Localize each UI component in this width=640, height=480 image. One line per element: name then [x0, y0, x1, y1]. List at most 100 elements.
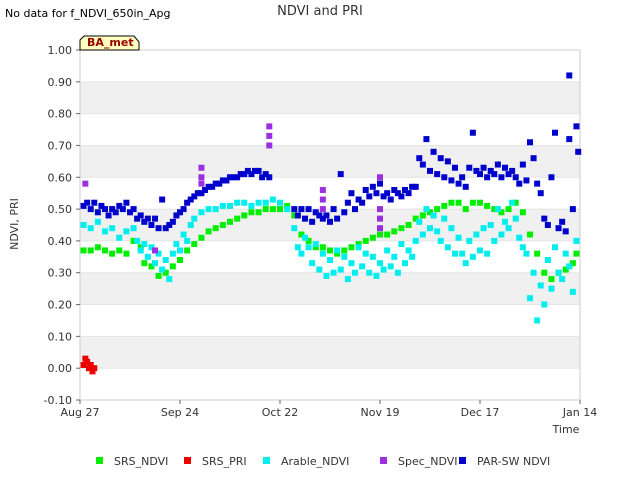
- point-arable-ndvi: [159, 266, 166, 273]
- point-par-sw-ndvi: [162, 225, 169, 232]
- point-srs-ndvi: [355, 241, 362, 248]
- point-arable-ndvi: [355, 244, 362, 251]
- point-par-sw-ndvi: [234, 174, 241, 181]
- x-tick-label: Aug 27: [61, 406, 100, 419]
- point-srs-ndvi: [87, 247, 94, 254]
- point-arable-ndvi: [491, 237, 498, 244]
- point-par-sw-ndvi: [516, 180, 523, 187]
- point-srs-ndvi: [277, 206, 283, 213]
- point-arable-ndvi: [473, 231, 480, 238]
- point-par-sw-ndvi: [91, 199, 98, 206]
- point-par-sw-ndvi: [119, 206, 126, 213]
- point-arable-ndvi: [337, 266, 344, 273]
- point-srs-pri: [89, 368, 96, 375]
- point-par-sw-ndvi: [298, 206, 305, 213]
- point-spec-ndvi: [377, 206, 383, 213]
- point-par-sw-ndvi: [184, 199, 191, 206]
- point-srs-ndvi: [162, 269, 169, 276]
- point-par-sw-ndvi: [455, 180, 462, 187]
- point-par-sw-ndvi: [412, 183, 419, 190]
- point-par-sw-ndvi: [316, 212, 323, 219]
- point-arable-ndvi: [130, 225, 137, 232]
- point-srs-ndvi: [573, 250, 580, 257]
- point-par-sw-ndvi: [505, 171, 512, 178]
- point-par-sw-ndvi: [484, 174, 491, 181]
- point-arable-ndvi: [327, 257, 333, 263]
- point-par-sw-ndvi: [459, 174, 466, 181]
- point-par-sw-ndvi: [444, 158, 451, 165]
- point-arable-ndvi: [555, 269, 562, 276]
- point-srs-ndvi: [519, 209, 526, 216]
- point-arable-ndvi: [448, 225, 455, 232]
- point-arable-ndvi: [166, 276, 173, 283]
- point-srs-ndvi: [469, 199, 476, 206]
- legend-item-par-sw-ndvi: PAR-SW NDVI: [459, 455, 550, 468]
- point-par-sw-ndvi: [534, 180, 541, 187]
- point-arable-ndvi: [102, 228, 108, 235]
- point-arable-ndvi: [441, 215, 448, 222]
- point-srs-ndvi: [191, 241, 198, 248]
- point-arable-ndvi: [534, 317, 541, 324]
- point-arable-ndvi: [502, 218, 508, 225]
- point-par-sw-ndvi: [244, 167, 251, 174]
- point-srs-ndvi: [241, 212, 248, 219]
- point-arable-ndvi: [198, 209, 205, 216]
- point-par-sw-ndvi: [369, 183, 376, 190]
- point-par-sw-ndvi: [562, 228, 569, 235]
- point-par-sw-ndvi: [227, 174, 233, 181]
- point-par-sw-ndvi: [544, 222, 551, 228]
- point-srs-ndvi: [148, 263, 155, 270]
- point-srs-ndvi: [362, 237, 369, 244]
- point-par-sw-ndvi: [494, 161, 501, 168]
- point-srs-pri: [91, 365, 98, 372]
- y-tick-label: 0.00: [48, 362, 73, 375]
- point-spec-ndvi: [377, 225, 383, 232]
- point-par-sw-ndvi: [102, 206, 108, 213]
- point-arable-ndvi: [377, 260, 383, 267]
- y-tick-label: 0.20: [48, 299, 73, 312]
- point-arable-ndvi: [162, 257, 169, 263]
- legend-item-arable-ndvi: Arable_NDVI: [263, 455, 349, 468]
- point-arable-ndvi: [394, 269, 401, 276]
- point-arable-ndvi: [541, 301, 548, 308]
- point-par-sw-ndvi: [487, 167, 494, 174]
- point-arable-ndvi: [373, 272, 380, 279]
- point-par-sw-ndvi: [337, 171, 344, 178]
- point-arable-ndvi: [298, 250, 305, 257]
- y-tick-label: 0.50: [48, 203, 73, 216]
- point-par-sw-ndvi: [452, 164, 458, 171]
- point-arable-ndvi: [480, 225, 487, 232]
- point-arable-ndvi: [330, 269, 337, 276]
- point-arable-ndvi: [459, 250, 466, 257]
- point-par-sw-ndvi: [130, 206, 137, 213]
- point-par-sw-ndvi: [498, 174, 505, 181]
- point-arable-ndvi: [384, 247, 391, 254]
- point-par-sw-ndvi: [552, 129, 558, 136]
- site-badge: BA_met: [79, 35, 140, 51]
- point-srs-ndvi: [512, 199, 519, 206]
- point-arable-ndvi: [144, 253, 151, 260]
- point-arable-ndvi: [391, 253, 398, 260]
- point-srs-pri: [85, 365, 92, 372]
- point-arable-ndvi: [177, 247, 183, 254]
- point-par-sw-ndvi: [473, 167, 480, 174]
- legend-label: Arable_NDVI: [281, 455, 349, 468]
- point-par-sw-ndvi: [116, 202, 123, 209]
- y-tick-label: -0.10: [44, 394, 72, 407]
- point-srs-pri: [80, 362, 87, 368]
- legend: SRS_NDVI SRS_PRI Arable_NDVI Spec_NDVI PAR-S…: [96, 455, 550, 468]
- point-srs-ndvi: [155, 272, 162, 279]
- point-arable-ndvi: [344, 276, 351, 283]
- legend-swatch: [459, 457, 466, 464]
- point-par-sw-ndvi: [194, 190, 201, 197]
- point-arable-ndvi: [387, 263, 394, 270]
- point-arable-ndvi: [412, 237, 419, 244]
- series-arable-ndvi: [80, 196, 580, 324]
- point-srs-ndvi: [369, 234, 376, 241]
- point-par-sw-ndvi: [105, 212, 112, 219]
- point-arable-ndvi: [419, 231, 426, 238]
- series-srs-ndvi: [80, 199, 580, 283]
- point-arable-ndvi: [359, 263, 366, 270]
- point-srs-ndvi: [334, 250, 341, 257]
- legend-label: Spec_NDVI: [398, 455, 458, 468]
